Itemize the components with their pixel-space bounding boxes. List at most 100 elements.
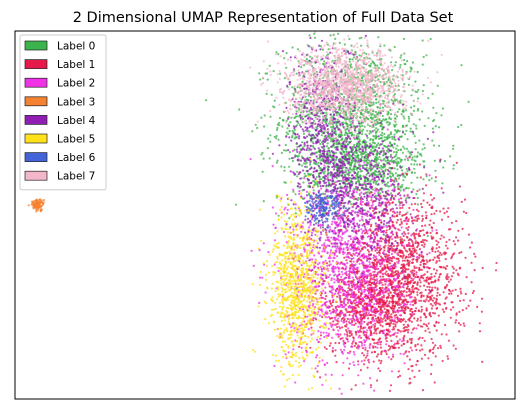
data-point — [393, 133, 396, 136]
data-point — [421, 214, 424, 218]
data-point — [395, 150, 398, 154]
data-point — [309, 163, 312, 166]
data-point — [316, 364, 319, 367]
data-point — [324, 297, 327, 300]
data-point — [460, 200, 463, 203]
data-point — [292, 190, 295, 193]
data-point — [405, 222, 408, 225]
data-point — [347, 240, 350, 243]
data-point — [363, 152, 366, 155]
data-point — [343, 345, 347, 348]
data-point — [391, 280, 394, 283]
data-point — [445, 296, 448, 299]
data-point — [323, 363, 326, 366]
data-point — [297, 155, 300, 158]
data-point — [378, 287, 381, 290]
data-point — [331, 317, 334, 320]
data-point — [305, 57, 308, 61]
data-point — [358, 262, 361, 265]
data-point — [321, 383, 324, 386]
data-point — [313, 254, 316, 257]
data-point — [410, 158, 414, 161]
data-point — [365, 154, 368, 157]
data-point — [308, 34, 311, 37]
data-point — [377, 367, 380, 370]
data-point — [401, 294, 404, 297]
data-point — [406, 355, 409, 358]
data-point — [386, 128, 389, 131]
data-point — [376, 327, 379, 330]
data-point — [445, 306, 448, 309]
data-point — [360, 44, 363, 47]
data-point — [400, 197, 403, 200]
data-point — [375, 355, 379, 358]
data-point — [458, 185, 461, 188]
data-point — [391, 305, 394, 308]
data-point — [423, 284, 426, 287]
data-point — [326, 142, 329, 145]
data-point — [291, 86, 294, 89]
data-point — [418, 269, 421, 272]
data-point — [403, 194, 406, 198]
data-point — [427, 117, 430, 120]
data-point — [335, 114, 338, 117]
data-point — [360, 122, 363, 125]
data-point — [439, 346, 442, 349]
data-point — [373, 350, 376, 354]
data-point — [408, 156, 411, 159]
data-point — [433, 197, 436, 200]
data-point — [381, 286, 384, 289]
data-point — [390, 192, 393, 195]
data-point — [385, 340, 388, 343]
data-point — [393, 215, 396, 218]
data-point — [327, 135, 330, 138]
data-point — [386, 317, 389, 320]
data-point — [405, 291, 408, 294]
data-point — [407, 187, 410, 190]
data-point — [357, 135, 360, 138]
data-point — [336, 118, 339, 121]
data-point — [377, 305, 380, 308]
data-point — [420, 344, 423, 347]
data-point — [403, 289, 406, 292]
data-point — [378, 253, 381, 257]
data-point — [268, 64, 271, 67]
data-point — [437, 321, 440, 324]
data-point — [427, 322, 430, 325]
data-point — [371, 146, 374, 150]
data-point — [410, 339, 413, 342]
data-point — [331, 301, 335, 304]
data-point — [380, 258, 383, 261]
data-point — [447, 357, 450, 360]
data-point — [419, 263, 422, 266]
data-point — [291, 159, 294, 163]
data-point — [397, 173, 400, 177]
data-point — [415, 258, 418, 261]
data-point — [362, 312, 365, 315]
data-point — [348, 272, 351, 275]
data-point — [363, 232, 367, 235]
data-point — [335, 247, 338, 250]
data-point — [274, 212, 278, 215]
data-point — [286, 208, 289, 211]
data-point — [467, 100, 470, 103]
data-point — [422, 84, 425, 87]
data-point — [373, 263, 376, 266]
data-point — [372, 360, 375, 363]
data-point — [348, 58, 351, 61]
data-point — [378, 359, 381, 362]
data-point — [391, 201, 395, 204]
data-point — [262, 157, 265, 160]
data-point — [396, 295, 399, 298]
data-point — [469, 299, 472, 302]
data-point — [405, 303, 409, 306]
data-point — [301, 141, 304, 144]
data-point — [417, 310, 421, 313]
data-point — [366, 284, 369, 287]
data-point — [359, 129, 362, 132]
data-point — [348, 37, 351, 41]
data-point — [334, 37, 337, 41]
data-point — [345, 329, 348, 332]
data-point — [329, 342, 332, 345]
data-point — [340, 267, 343, 270]
